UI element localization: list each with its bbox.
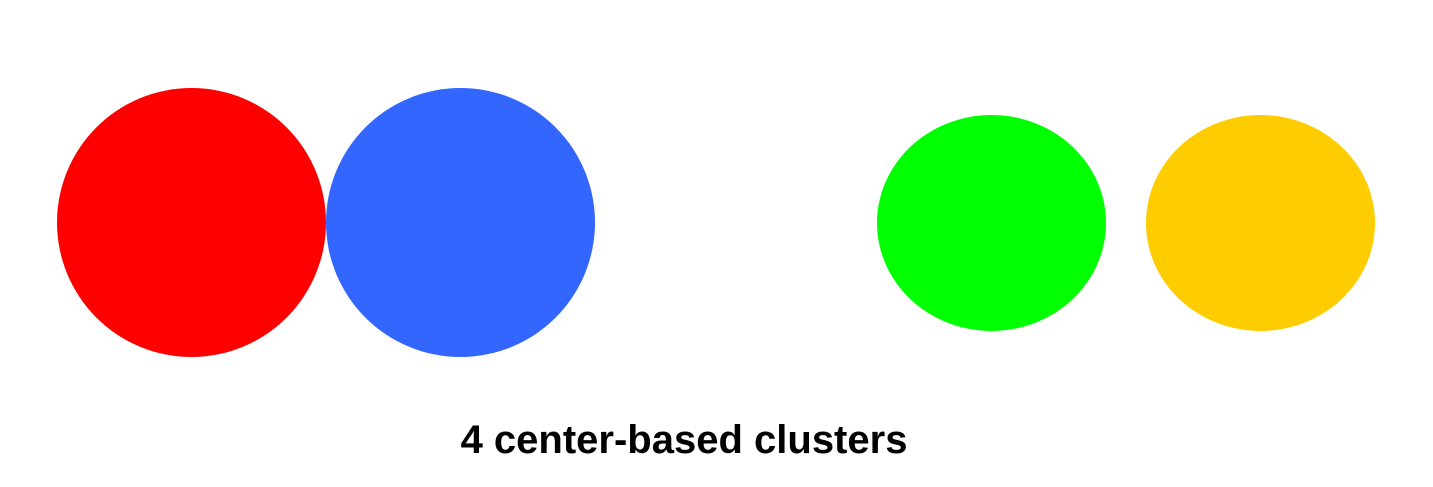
cluster-blue (326, 88, 595, 357)
cluster-yellow (1146, 115, 1375, 331)
cluster-green (877, 115, 1106, 331)
cluster-red (57, 88, 326, 357)
diagram-caption: 4 center-based clusters (0, 414, 1368, 466)
